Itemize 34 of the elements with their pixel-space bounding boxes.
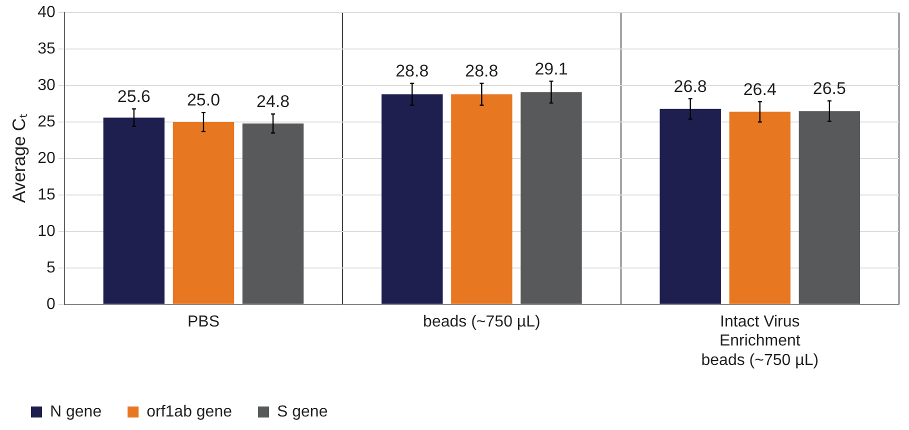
y-tick-label: 25 (38, 113, 56, 130)
x-tick-label: beads (~750 µL) (423, 313, 540, 330)
legend-label: N gene (50, 403, 102, 420)
bar (172, 122, 234, 304)
y-tick-label: 0 (46, 296, 56, 313)
data-label: 29.1 (534, 59, 568, 78)
bar (103, 118, 165, 304)
y-tick-label: 20 (38, 150, 56, 167)
data-label: 24.8 (256, 92, 290, 112)
legend-label: orf1ab gene (146, 403, 232, 420)
bar (660, 108, 721, 304)
bar (520, 92, 582, 304)
bar (242, 123, 304, 304)
y-tick-label: 40 (38, 4, 56, 22)
data-label: 26.4 (743, 80, 776, 99)
data-label: 25.0 (186, 90, 220, 110)
x-tick-label: Intact Virus Enrichment beads (~750 µL) (701, 313, 819, 369)
y-tick-label: 10 (38, 222, 56, 240)
data-label: 26.8 (674, 76, 707, 96)
bar (729, 112, 790, 304)
bar (451, 94, 512, 304)
legend-label: S gene (277, 403, 328, 420)
bar (382, 94, 443, 304)
y-axis-title: Average Cₜ (8, 114, 29, 203)
data-label: 28.8 (396, 62, 429, 81)
data-label: 26.5 (812, 79, 846, 98)
y-tick-label: 30 (38, 76, 56, 94)
y-tick-label: 5 (46, 259, 56, 276)
bar (798, 111, 860, 304)
y-tick-label: 15 (38, 186, 56, 204)
y-tick-label: 35 (38, 40, 56, 58)
data-label: 25.6 (117, 87, 150, 106)
x-tick-label: PBS (187, 313, 220, 330)
data-label: 28.8 (465, 62, 498, 81)
